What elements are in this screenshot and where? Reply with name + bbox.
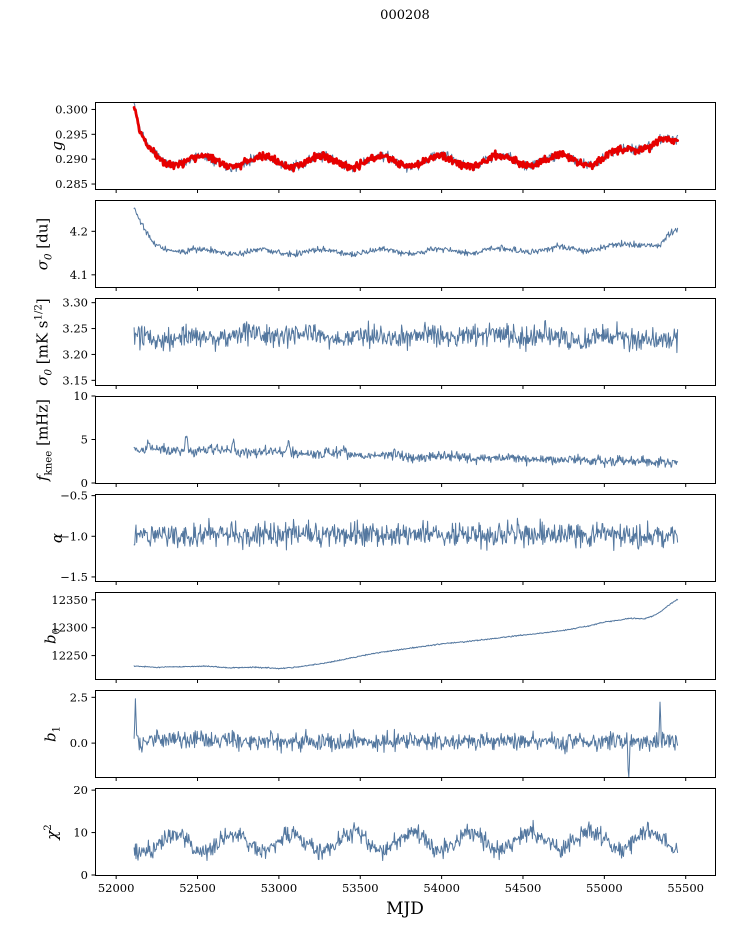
y-tick-label: 4.1 xyxy=(70,268,88,282)
axis-box-sigma0-du xyxy=(95,200,716,288)
y-tick-label: 2.5 xyxy=(70,690,88,704)
y-axis-label-sigma0-du: σ0 [du] xyxy=(33,217,55,270)
series-sigma0-mks xyxy=(133,319,679,354)
x-ticks-alpha xyxy=(115,581,687,585)
axis-box-chi2 xyxy=(95,788,716,876)
y-axis-label-chi2: χ2 xyxy=(43,823,61,840)
y-ticks-fknee: 0 5 10 xyxy=(73,389,96,490)
y-ticks-sigma0-du: 4.1 4.2 xyxy=(70,224,96,282)
y-ticks-sigma0-mks: 3.15 3.20 3.25 3.30 xyxy=(62,296,96,387)
y-tick-label: 3.15 xyxy=(62,373,88,387)
panel-b0: 12250 12300 12350 xyxy=(51,592,716,683)
y-axis-label-b0: b0 xyxy=(41,627,63,644)
y-tick-label: 10 xyxy=(73,389,88,403)
y-axis-label-sigma0-mks: σ0 [mK s1/2] xyxy=(33,297,55,386)
panel-g: 0.285 0.290 0.295 0.300 xyxy=(55,102,716,193)
y-tick-label: 0 xyxy=(81,868,88,882)
x-ticks-chi2: 52000 52500 53000 53500 54000 54500 55000 55500 xyxy=(98,875,704,895)
y-tick-label: 20 xyxy=(73,783,88,797)
panel-sigma0-du: 4.1 4.2 xyxy=(70,200,716,291)
y-axis-label-b1: b1 xyxy=(41,725,63,742)
series-fknee xyxy=(133,435,679,468)
axis-box-g xyxy=(95,102,716,190)
y-ticks-b0: 12250 12300 12350 xyxy=(51,593,96,663)
series-group-sigma0-mks xyxy=(133,319,679,354)
x-ticks-fknee xyxy=(115,483,687,487)
x-ticks-sigma0-mks xyxy=(115,385,687,389)
series-group-alpha xyxy=(133,517,679,551)
panel-fknee: 0 5 10 xyxy=(73,389,716,490)
x-tick-label: 53500 xyxy=(342,881,379,895)
y-tick-label: 0 xyxy=(81,476,88,490)
series-group-b0 xyxy=(133,598,679,670)
x-ticks-b0 xyxy=(115,679,687,683)
series-chi2 xyxy=(133,819,679,862)
axis-box-sigma0-mks xyxy=(95,298,716,386)
series-group-sigma0-du xyxy=(133,207,679,258)
x-tick-label: 54500 xyxy=(505,881,542,895)
x-tick-label: 53000 xyxy=(261,881,298,895)
y-tick-label: −1.5 xyxy=(60,570,88,584)
series-g-red xyxy=(132,106,679,173)
series-b1 xyxy=(133,698,679,777)
x-ticks-sigma0-du xyxy=(115,287,687,291)
y-ticks-b1: 0.0 2.5 xyxy=(70,690,96,750)
series-group-g xyxy=(132,102,679,173)
series-group-b1 xyxy=(133,698,679,777)
y-ticks-g: 0.285 0.290 0.295 0.300 xyxy=(55,102,96,191)
y-axis-label-alpha: α xyxy=(48,532,66,543)
x-ticks-b1 xyxy=(115,777,687,781)
x-ticks-g xyxy=(115,189,687,193)
x-tick-label: 54000 xyxy=(423,881,460,895)
chart-title: 000208 xyxy=(380,8,430,23)
y-axis-label-fknee: fknee [mHz] xyxy=(33,398,55,481)
panel-alpha: −0.5 −1.0 −1.5 xyxy=(60,489,716,585)
y-tick-label: 4.2 xyxy=(70,224,88,238)
y-tick-label: 0.300 xyxy=(55,102,88,116)
series-group-chi2 xyxy=(133,819,679,862)
y-tick-label: 0.285 xyxy=(55,177,88,191)
y-tick-label: 10 xyxy=(73,826,88,840)
x-tick-label: 55500 xyxy=(667,881,704,895)
series-alpha xyxy=(133,517,679,551)
y-tick-label: 12350 xyxy=(51,593,88,607)
x-axis-label: MJD xyxy=(386,899,424,919)
series-group-fknee xyxy=(133,435,679,468)
y-tick-label: 0.0 xyxy=(70,736,88,750)
panel-sigma0-mks: 3.15 3.20 3.25 3.30 xyxy=(62,296,716,389)
x-tick-label: 52500 xyxy=(179,881,216,895)
series-b0 xyxy=(133,598,679,670)
x-tick-label: 55000 xyxy=(586,881,623,895)
y-tick-label: −1.0 xyxy=(60,529,88,543)
x-tick-label: 52000 xyxy=(98,881,135,895)
axis-box-b1 xyxy=(95,690,716,778)
axis-box-alpha xyxy=(95,494,716,582)
y-tick-label: 3.25 xyxy=(62,322,88,336)
y-tick-label: 12300 xyxy=(51,621,88,635)
y-axis-label-g: g xyxy=(48,140,66,151)
y-tick-label: 0.295 xyxy=(55,127,88,141)
axis-box-b0 xyxy=(95,592,716,680)
series-sigma0-du xyxy=(133,207,679,258)
y-tick-label: −0.5 xyxy=(60,489,88,503)
y-tick-label: 0.290 xyxy=(55,152,88,166)
y-tick-label: 12250 xyxy=(51,649,88,663)
y-tick-label: 3.20 xyxy=(62,347,88,361)
axis-box-fknee xyxy=(95,396,716,484)
y-tick-label: 5 xyxy=(81,433,88,447)
y-ticks-alpha: −0.5 −1.0 −1.5 xyxy=(60,489,96,584)
y-ticks-chi2: 0 10 20 xyxy=(73,783,96,882)
panel-chi2: 0 10 20 52000 52500 53000 53500 54000 54500 55000… xyxy=(73,783,716,895)
panel-b1: 0.0 2.5 xyxy=(70,690,716,781)
y-tick-label: 3.30 xyxy=(62,296,88,310)
